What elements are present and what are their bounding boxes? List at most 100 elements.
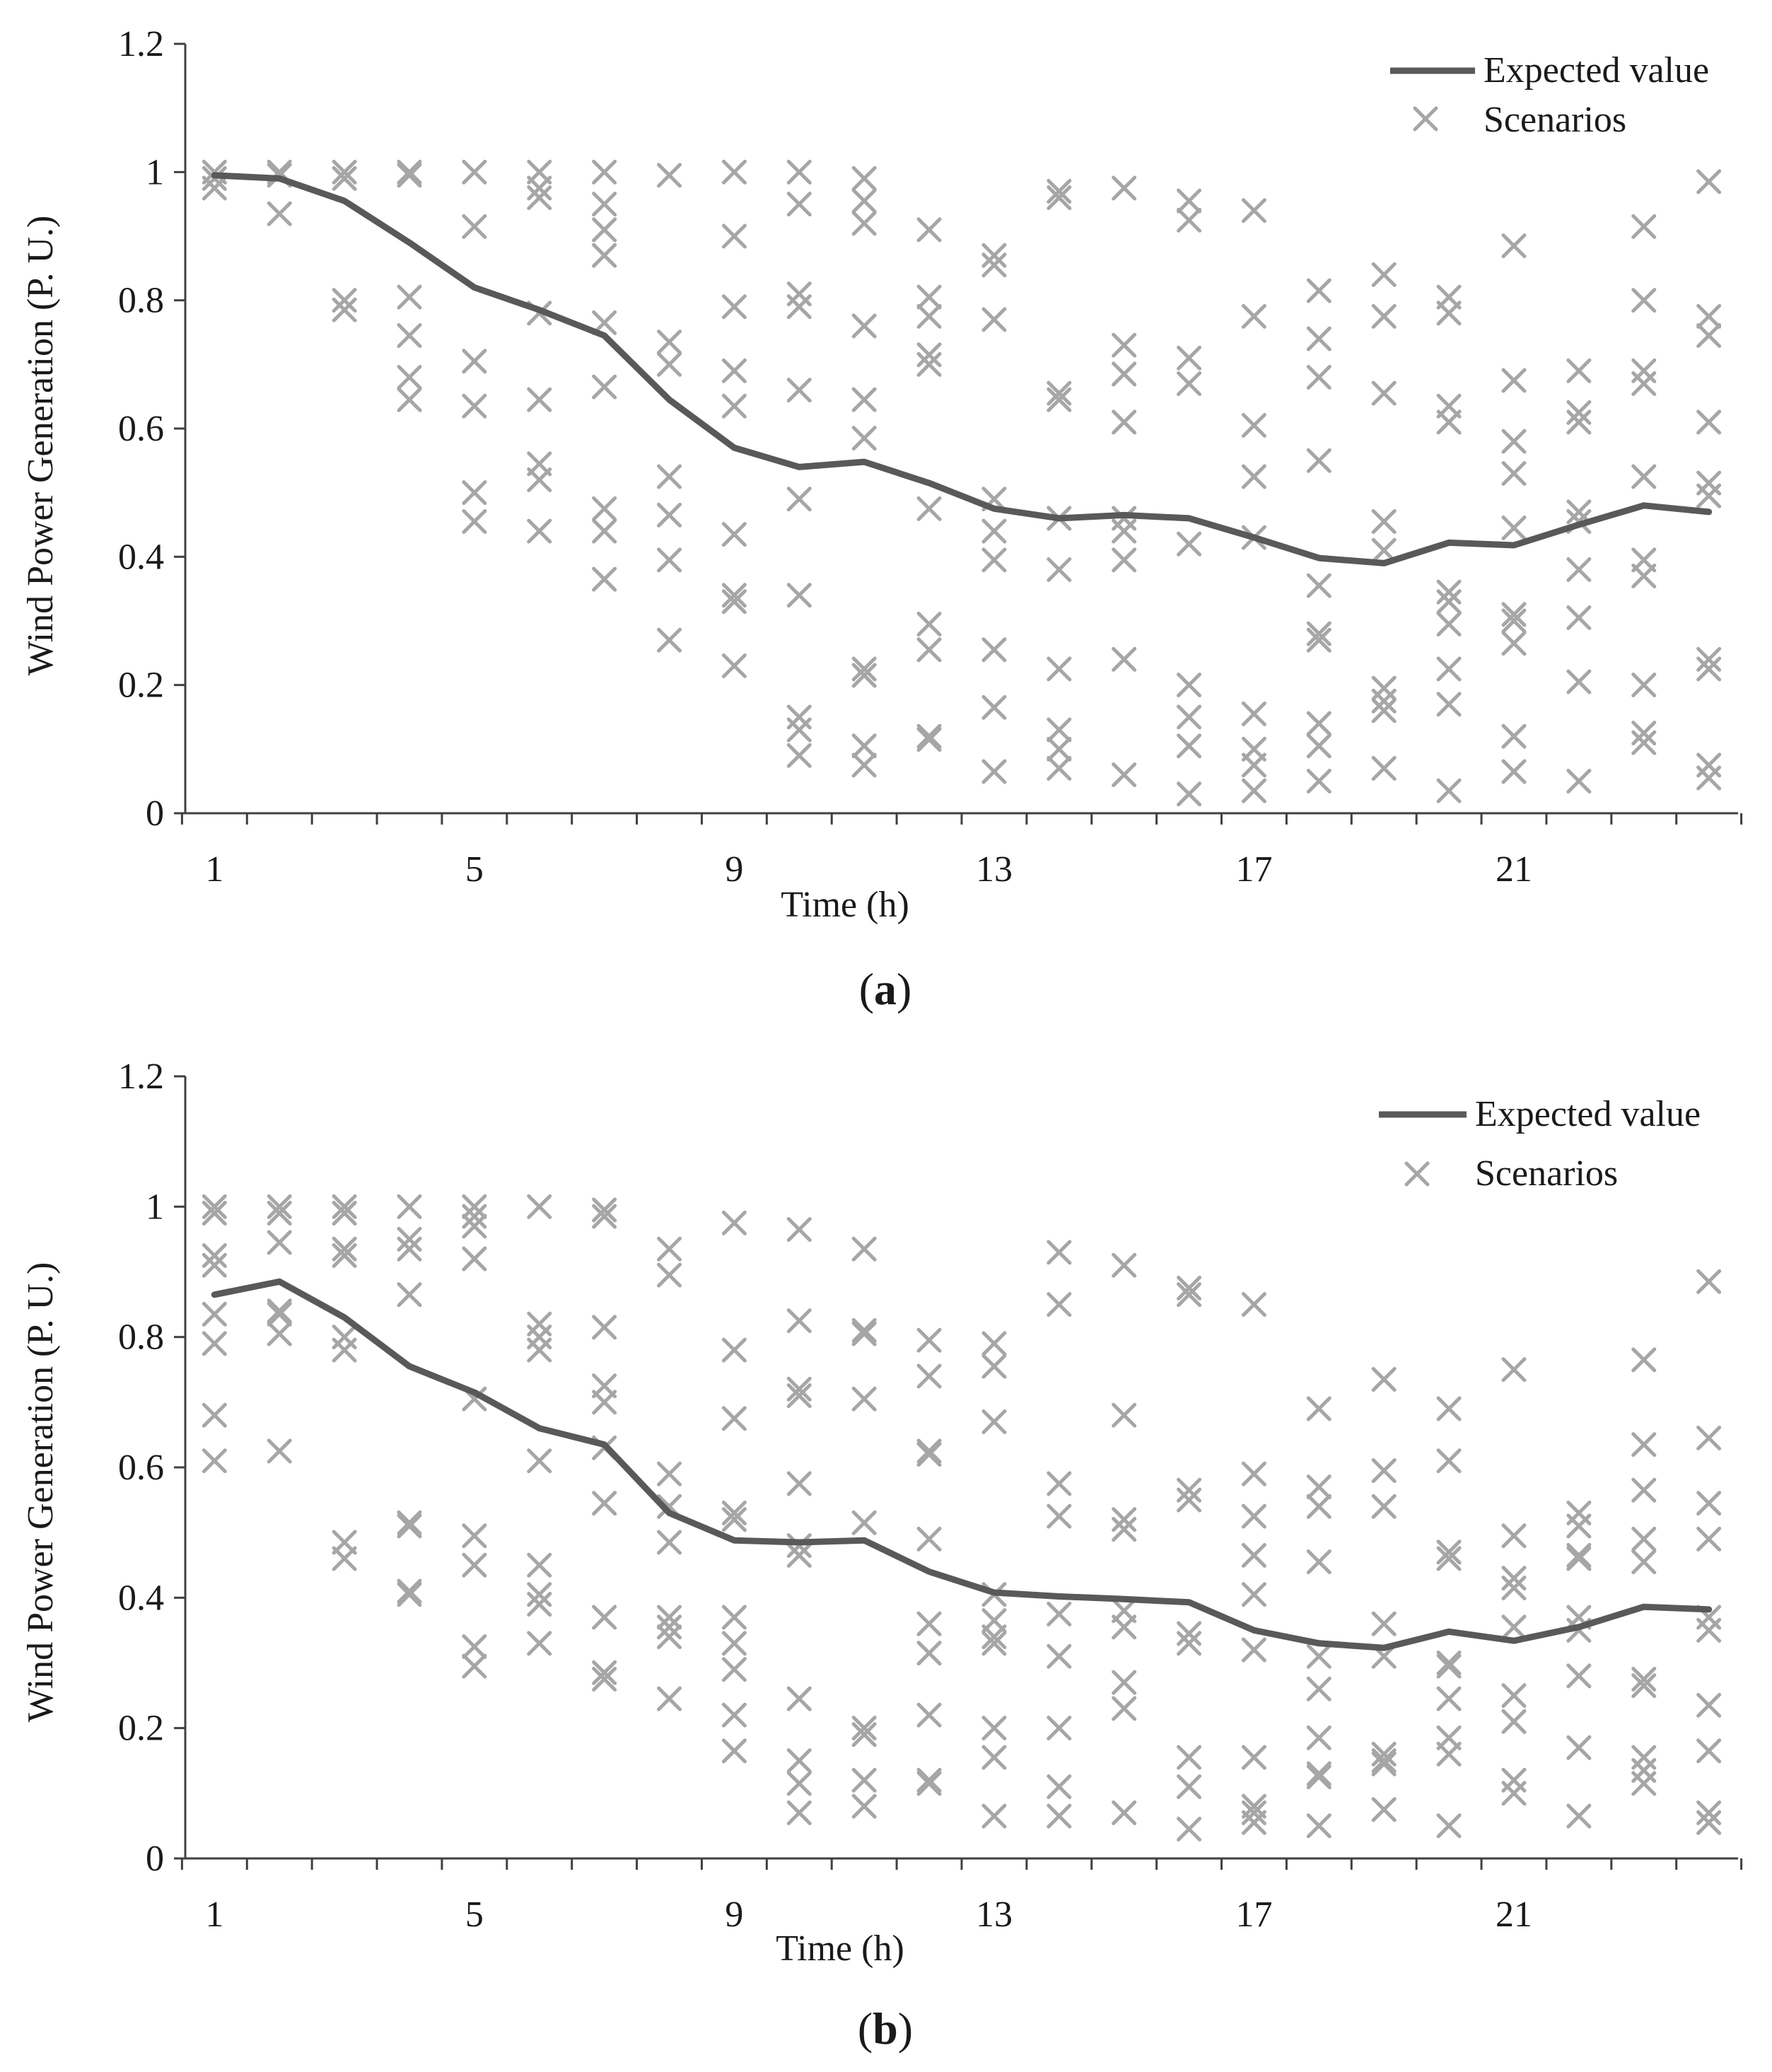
scenario-point bbox=[1306, 621, 1331, 646]
scenario-point bbox=[1501, 1357, 1527, 1383]
scenario-point bbox=[981, 1331, 1007, 1356]
scenario-point bbox=[916, 342, 942, 368]
scenario-point bbox=[1112, 518, 1137, 544]
scenario-point bbox=[592, 1315, 617, 1340]
scenario-point bbox=[916, 1442, 942, 1467]
scenario-point bbox=[1047, 557, 1072, 582]
scenario-point bbox=[527, 1194, 552, 1219]
scenario-point bbox=[1241, 198, 1266, 223]
scenario-point bbox=[1501, 759, 1527, 784]
scenario-point bbox=[916, 284, 942, 310]
panel-b-legend-scenarios-label: Scenarios bbox=[1475, 1153, 1618, 1194]
scenario-point bbox=[1436, 692, 1462, 717]
scenario-point bbox=[462, 214, 487, 239]
scenario-point bbox=[1241, 412, 1266, 438]
scenario-point bbox=[1306, 627, 1331, 653]
scenario-point bbox=[462, 480, 487, 506]
scenario-point bbox=[1696, 1617, 1722, 1643]
scenario-point bbox=[657, 502, 682, 528]
scenario-point bbox=[1436, 1651, 1462, 1675]
scenario-point bbox=[1306, 1813, 1331, 1839]
scenario-point bbox=[1371, 380, 1397, 406]
scenario-point bbox=[397, 364, 422, 390]
panel-b-y-tick-label: 1 bbox=[146, 1187, 164, 1227]
panel-a-y-tick-label: 0.4 bbox=[118, 537, 164, 577]
scenario-point bbox=[1501, 368, 1527, 393]
scenario-point bbox=[1436, 579, 1462, 605]
scenario-point bbox=[916, 1363, 942, 1389]
scenario-point bbox=[1631, 1347, 1657, 1373]
scenario-point bbox=[397, 1226, 422, 1252]
scenario-point bbox=[1306, 573, 1331, 598]
scenario-point bbox=[1631, 1771, 1657, 1796]
scenario-point bbox=[657, 330, 682, 355]
scenario-point bbox=[1241, 1292, 1266, 1317]
scenario-point bbox=[397, 1194, 422, 1219]
scenario-point bbox=[1696, 169, 1722, 194]
scenario-point bbox=[527, 518, 552, 544]
scenario-point bbox=[527, 175, 552, 201]
scenario-point bbox=[657, 1530, 682, 1555]
scenario-point bbox=[1696, 1738, 1722, 1764]
panel-b-caption-text: (b) bbox=[858, 2003, 913, 2054]
scenario-point bbox=[1177, 1477, 1202, 1503]
scenario-point bbox=[786, 1533, 812, 1559]
scenario-point bbox=[332, 1337, 357, 1363]
scenario-point bbox=[786, 1376, 812, 1402]
scenario-point bbox=[1112, 1402, 1137, 1428]
scenario-point bbox=[1631, 730, 1657, 755]
scenario-point bbox=[1371, 537, 1397, 563]
scenario-point bbox=[1306, 1549, 1331, 1575]
panel-b-legend-expected-label: Expected value bbox=[1475, 1094, 1701, 1134]
scenario-point bbox=[1501, 233, 1527, 259]
scenario-point bbox=[851, 1236, 877, 1262]
panel-b-x-tick-label: 21 bbox=[1496, 1895, 1532, 1935]
scenario-point bbox=[1696, 323, 1722, 349]
panel-a-caption-paren: ) bbox=[897, 964, 911, 1014]
scenario-point bbox=[1371, 1742, 1397, 1767]
panel-a-caption: (a) bbox=[859, 964, 912, 1014]
scenario-point bbox=[1112, 1800, 1137, 1825]
scenario-point bbox=[397, 284, 422, 310]
scenario-point bbox=[202, 1448, 227, 1474]
scenario-point bbox=[1047, 1601, 1072, 1626]
scenario-point bbox=[1241, 1503, 1266, 1529]
scenario-point bbox=[916, 303, 942, 329]
scenario-point bbox=[462, 1523, 487, 1549]
scenario-point bbox=[851, 1722, 877, 1747]
scenario-point bbox=[851, 663, 877, 688]
scenario-point bbox=[786, 1748, 812, 1774]
scenario-point bbox=[527, 387, 552, 412]
scenario-point bbox=[1371, 1751, 1397, 1776]
scenario-point bbox=[1501, 1576, 1527, 1601]
scenario-point bbox=[1047, 1471, 1072, 1496]
scenario-point bbox=[1501, 460, 1527, 486]
scenario-point bbox=[786, 294, 812, 320]
scenario-point bbox=[916, 723, 942, 749]
scenario-point bbox=[332, 1194, 357, 1219]
scenario-point bbox=[916, 351, 942, 377]
scenario-point bbox=[1306, 1396, 1331, 1421]
scenario-point bbox=[592, 566, 617, 592]
scenario-point bbox=[1696, 303, 1722, 329]
panel-b-caption-letter: b bbox=[873, 2003, 898, 2054]
panel-a-legend-scenarios-label: Scenarios bbox=[1484, 100, 1626, 140]
scenario-point bbox=[721, 522, 747, 547]
scenario-point bbox=[527, 467, 552, 493]
scenario-point bbox=[981, 307, 1007, 332]
scenario-point bbox=[397, 163, 422, 188]
scenario-point bbox=[1696, 765, 1722, 791]
scenario-point bbox=[527, 1552, 552, 1578]
panel-a-x-tick-label: 5 bbox=[465, 849, 484, 890]
scenario-point bbox=[1112, 1614, 1137, 1640]
scenario-point bbox=[1177, 1276, 1202, 1301]
panel-a-legend-scenarios-swatch bbox=[1413, 106, 1438, 132]
scenario-point bbox=[1241, 1461, 1266, 1486]
scenario-point bbox=[1112, 1517, 1137, 1542]
scenario-point bbox=[657, 1686, 682, 1711]
scenario-point bbox=[1436, 1686, 1462, 1711]
panel-a-x-tick-label: 21 bbox=[1496, 849, 1532, 890]
scenario-point bbox=[592, 1204, 617, 1229]
scenario-point bbox=[1501, 1709, 1527, 1734]
scenario-point bbox=[1436, 1813, 1462, 1839]
